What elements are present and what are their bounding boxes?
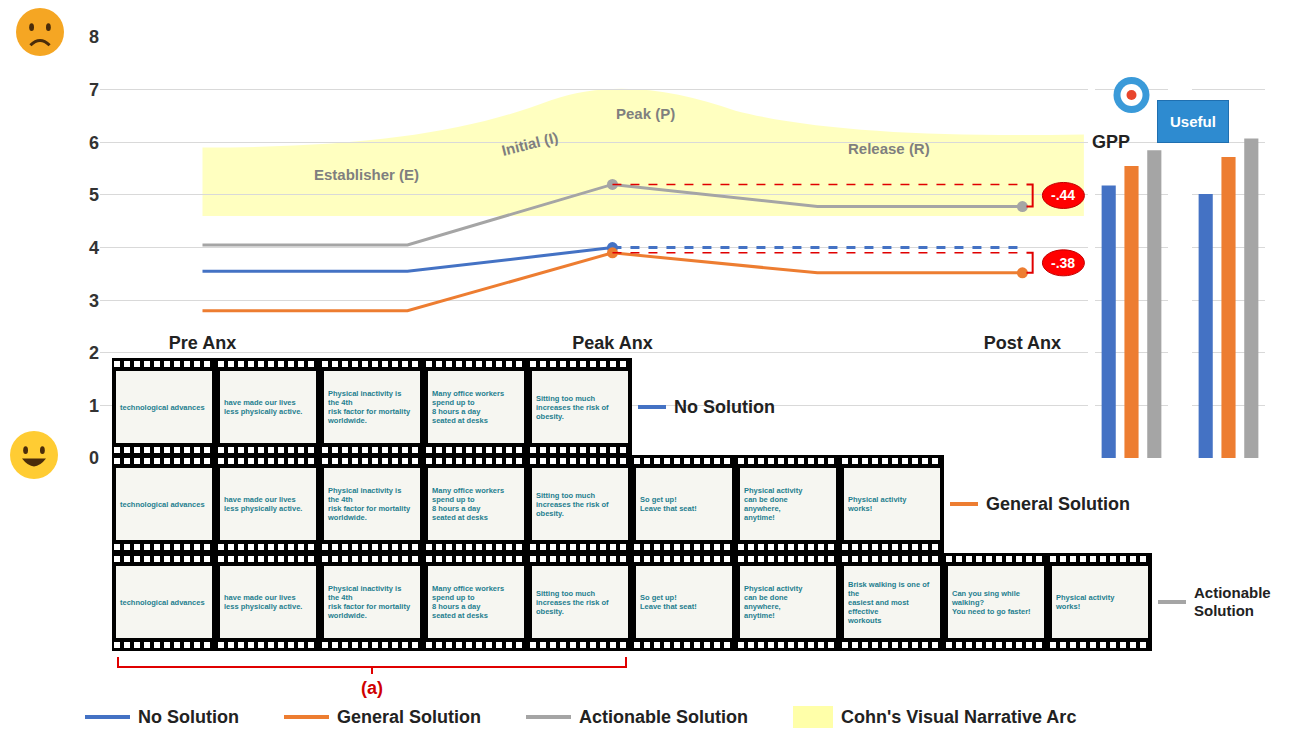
html-text:You need to go faster!: You need to go faster! xyxy=(952,606,1031,616)
html-text:Physical activity: Physical activity xyxy=(1056,593,1115,602)
html-text:obesity.: obesity. xyxy=(536,508,564,518)
svg-text:7: 7 xyxy=(89,80,99,100)
html-text:risk factor for mortality: risk factor for mortality xyxy=(328,602,411,611)
html-text:So get up!: So get up! xyxy=(640,593,677,602)
svg-text:2: 2 xyxy=(89,343,99,363)
html-text:less physically active.: less physically active. xyxy=(224,602,303,611)
html-text:Sitting too much: Sitting too much xyxy=(536,588,596,598)
html-text:technological advances: technological advances xyxy=(120,402,205,412)
html-text:workouts: workouts xyxy=(848,615,882,625)
html-text:Cohn's Visual Narrative Arc: Cohn's Visual Narrative Arc xyxy=(841,706,1077,727)
html-text:No Solution: No Solution xyxy=(674,396,775,417)
html-text:increases the risk of: increases the risk of xyxy=(536,402,609,412)
svg-text:-.38: -.38 xyxy=(1051,255,1075,271)
html-text:the 4th: the 4th xyxy=(328,593,353,602)
html-text:anywhere,: anywhere, xyxy=(744,504,781,513)
svg-text:8: 8 xyxy=(89,27,99,47)
svg-text:5: 5 xyxy=(89,185,99,205)
html-text:seated at desks: seated at desks xyxy=(432,416,488,425)
html-text:the 4th: the 4th xyxy=(328,495,353,504)
html-text:No Solution: No Solution xyxy=(138,706,239,727)
html-text:the 4th: the 4th xyxy=(328,398,353,407)
html-text:spend up to: spend up to xyxy=(432,398,475,407)
html-text:can be done: can be done xyxy=(744,495,788,504)
html-text:Physical activity: Physical activity xyxy=(744,584,803,593)
html-text:General Solution: General Solution xyxy=(337,706,481,727)
html-text:8 hours a day: 8 hours a day xyxy=(432,407,481,416)
html-text:risk factor for mortality: risk factor for mortality xyxy=(328,504,411,513)
html-text:Leave that seat!: Leave that seat! xyxy=(640,504,697,513)
svg-text:GPP: GPP xyxy=(1092,132,1130,152)
svg-text:0: 0 xyxy=(89,448,99,468)
svg-text:Peak Anx: Peak Anx xyxy=(572,333,652,353)
html-text:works!: works! xyxy=(848,504,873,513)
svg-text:Initial (I): Initial (I) xyxy=(500,128,560,158)
html-text:anytime!: anytime! xyxy=(744,513,775,522)
html-text:Sitting too much: Sitting too much xyxy=(536,393,596,403)
html-text:less physically active.: less physically active. xyxy=(224,504,303,513)
html-text:seated at desks: seated at desks xyxy=(432,513,488,522)
html-text:increases the risk of: increases the risk of xyxy=(536,499,609,509)
svg-text:3: 3 xyxy=(89,291,99,311)
html-text:technological advances: technological advances xyxy=(120,499,205,509)
html-text:Brisk walking is one of the: Brisk walking is one of the xyxy=(848,579,930,598)
html-text:anytime!: anytime! xyxy=(744,611,775,620)
html-text:seated at desks: seated at desks xyxy=(432,611,488,620)
svg-text:-.44: -.44 xyxy=(1051,187,1075,203)
html-text:have made our lives: have made our lives xyxy=(224,593,296,602)
html-text:easiest and most effective: easiest and most effective xyxy=(848,597,909,616)
html-text:8 hours a day: 8 hours a day xyxy=(432,504,481,513)
html-text:Leave that seat!: Leave that seat! xyxy=(640,602,697,611)
html-text:Many office workers: Many office workers xyxy=(432,486,505,495)
html-text:risk factor for mortality: risk factor for mortality xyxy=(328,407,411,416)
svg-text:Pre Anx: Pre Anx xyxy=(169,333,236,353)
html-text:spend up to: spend up to xyxy=(432,593,475,602)
html-text:Many office workers: Many office workers xyxy=(432,584,505,593)
html-text:Actionable Solution: Actionable Solution xyxy=(579,706,748,727)
html-text:Can you sing while walking?: Can you sing while walking? xyxy=(952,588,1020,607)
svg-text:Release (R): Release (R) xyxy=(848,140,930,157)
html-text:8 hours a day: 8 hours a day xyxy=(432,602,481,611)
html-text:anywhere,: anywhere, xyxy=(744,602,781,611)
html-text:technological advances: technological advances xyxy=(120,597,205,607)
html-text:Physical activity: Physical activity xyxy=(848,495,907,504)
html-text:less physically active.: less physically active. xyxy=(224,407,303,416)
svg-text:Post Anx: Post Anx xyxy=(984,333,1061,353)
svg-text:Establisher (E): Establisher (E) xyxy=(314,166,419,183)
html-text:Physical inactivity is: Physical inactivity is xyxy=(328,584,402,593)
html-text:worldwide.: worldwide. xyxy=(328,611,367,620)
svg-text:(a): (a) xyxy=(361,678,383,698)
html-text:Actionable Solution: Actionable Solution xyxy=(1194,584,1271,619)
html-text:worldwide.: worldwide. xyxy=(328,416,367,425)
html-text:worldwide.: worldwide. xyxy=(328,513,367,522)
html-text:Many office workers: Many office workers xyxy=(432,389,505,398)
html-text:works!: works! xyxy=(1056,602,1081,611)
html-text:have made our lives: have made our lives xyxy=(224,495,296,504)
html-text:have made our lives: have made our lives xyxy=(224,398,296,407)
svg-text:Peak (P): Peak (P) xyxy=(616,105,675,122)
html-text:Physical inactivity is: Physical inactivity is xyxy=(328,389,402,398)
html-text:increases the risk of: increases the risk of xyxy=(536,597,609,607)
html-text:Physical activity: Physical activity xyxy=(744,486,803,495)
svg-text:6: 6 xyxy=(89,133,99,153)
html-text:can be done: can be done xyxy=(744,593,788,602)
html-text:General Solution: General Solution xyxy=(986,493,1130,514)
svg-text:1: 1 xyxy=(89,396,99,416)
html-text:spend up to: spend up to xyxy=(432,495,475,504)
html-text:Sitting too much: Sitting too much xyxy=(536,490,596,500)
html-text:obesity.: obesity. xyxy=(536,411,564,421)
html-text:obesity.: obesity. xyxy=(536,606,564,616)
svg-text:4: 4 xyxy=(89,238,99,258)
html-text:Physical inactivity is: Physical inactivity is xyxy=(328,486,402,495)
html-text:So get up!: So get up! xyxy=(640,495,677,504)
svg-text:Useful: Useful xyxy=(1170,113,1216,130)
